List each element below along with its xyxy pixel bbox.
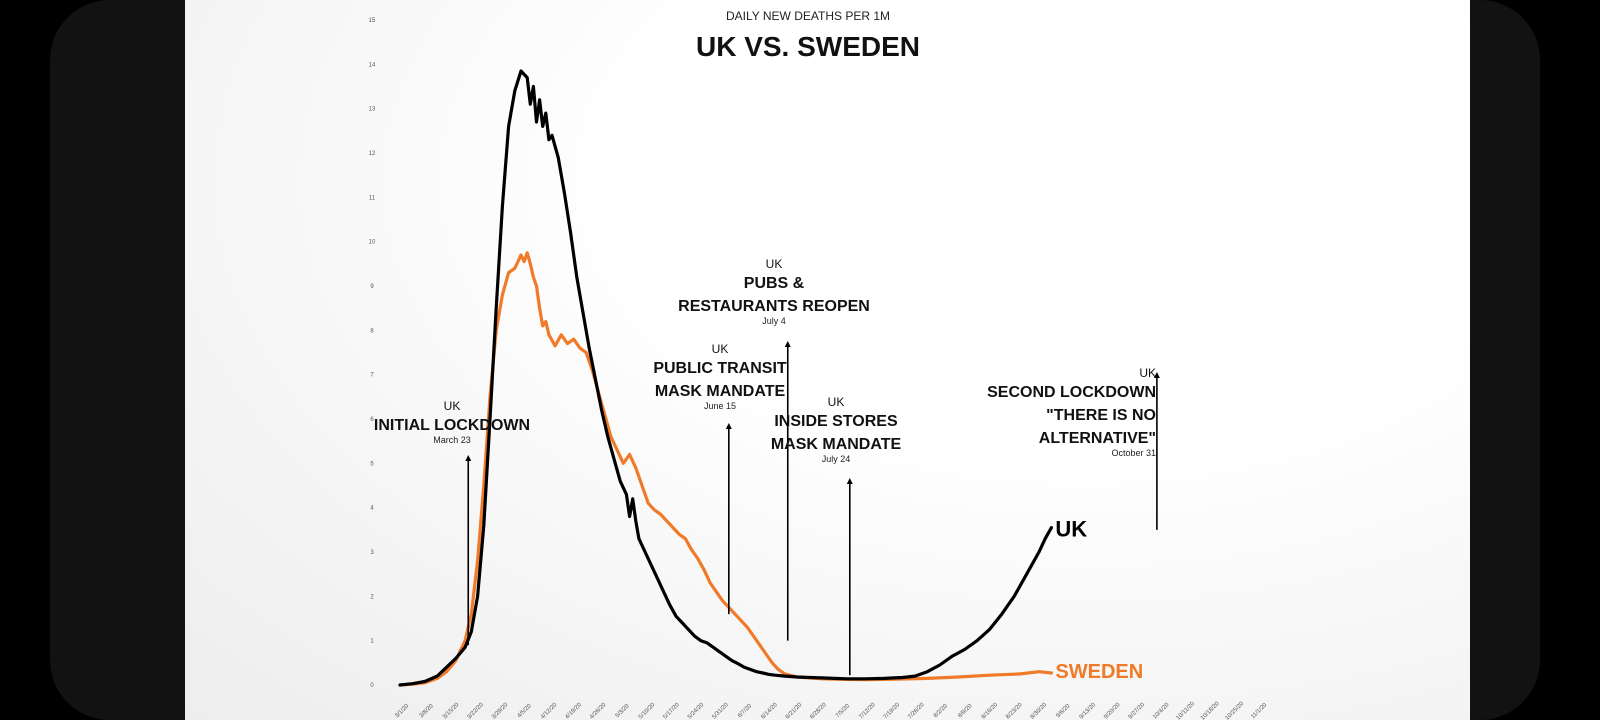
- y-tick-label: 0: [370, 683, 374, 689]
- annotation-arrowhead: [1153, 372, 1160, 378]
- x-tick-label: 11/1/20: [1250, 702, 1269, 720]
- x-tick-label: 7/26/20: [907, 702, 926, 720]
- annotation-date: July 4: [762, 316, 786, 326]
- annotation-date: July 24: [822, 454, 851, 464]
- y-tick-label: 15: [369, 18, 376, 24]
- x-tick-label: 7/19/20: [883, 702, 902, 720]
- x-tick-label: 6/14/20: [760, 702, 779, 720]
- y-tick-label: 3: [370, 550, 374, 556]
- screen-bezel-right: [1470, 0, 1600, 720]
- x-tick-label: 4/26/20: [589, 702, 608, 720]
- annotation-country: UK: [1139, 366, 1156, 380]
- x-tick-label: 9/6/20: [1055, 703, 1072, 720]
- screen-bezel-left: [0, 0, 185, 720]
- x-tick-label: 10/11/20: [1176, 701, 1197, 720]
- series-line-sweden: [398, 251, 1053, 687]
- x-tick-label: 9/27/20: [1128, 702, 1147, 720]
- x-tick-label: 8/16/20: [981, 702, 1000, 720]
- x-tick-label: 3/8/20: [419, 703, 436, 720]
- annotation-event-text: "THERE IS NO: [1046, 407, 1156, 424]
- series-lines: [398, 69, 1053, 687]
- y-tick-label: 14: [369, 62, 376, 68]
- x-tick-label: 7/12/20: [858, 702, 877, 720]
- annotation-arrowhead: [846, 478, 853, 484]
- annotation-country: UK: [444, 399, 461, 413]
- y-tick-label: 4: [370, 506, 374, 512]
- y-tick-label: 13: [369, 107, 376, 113]
- x-tick-label: 10/25/20: [1224, 700, 1245, 720]
- annotation-date: March 23: [433, 435, 471, 445]
- annotation-4: UK SECOND LOCKDOWN "THERE IS NO ALTERNATIVE…: [987, 366, 1160, 530]
- x-tick-label: 3/15/20: [442, 702, 461, 720]
- annotation-event-text: PUBS &: [744, 275, 805, 292]
- chart-subtitle: DAILY NEW DEATHS PER 1M: [726, 9, 890, 23]
- series-label-uk: UK: [1055, 517, 1087, 542]
- x-tick-label: 9/13/20: [1079, 702, 1098, 720]
- x-axis-ticks: 3/1/20 3/8/20 3/15/20 3/22/20 3/29/20 4/5/20 4…: [394, 700, 1269, 720]
- series-label-sweden: SWEDEN: [1055, 661, 1143, 683]
- x-tick-label: 6/28/20: [809, 702, 828, 720]
- x-tick-label: 5/10/20: [638, 702, 657, 720]
- y-tick-label: 12: [369, 151, 376, 157]
- annotation-country: UK: [828, 395, 845, 409]
- x-tick-label: 5/31/20: [711, 702, 730, 720]
- x-tick-label: 5/24/20: [687, 702, 706, 720]
- annotation-date: June 15: [704, 401, 736, 411]
- y-tick-label: 2: [370, 594, 374, 600]
- chart-title: UK VS. SWEDEN: [696, 31, 920, 62]
- x-tick-label: 6/21/20: [785, 702, 804, 720]
- x-tick-label: 4/19/20: [564, 702, 583, 720]
- bezel-right-inner: [1470, 0, 1540, 720]
- x-tick-label: 3/1/20: [394, 703, 411, 720]
- x-tick-label: 8/23/20: [1005, 702, 1024, 720]
- annotation-event-text: PUBLIC TRANSIT: [653, 360, 787, 377]
- x-tick-label: 8/30/20: [1030, 702, 1049, 720]
- series-line-uk: [398, 69, 1053, 687]
- annotation-event-text: INITIAL LOCKDOWN: [374, 417, 530, 434]
- x-tick-label: 5/3/20: [615, 703, 632, 720]
- annotation-country: UK: [712, 342, 729, 356]
- y-tick-label: 9: [370, 284, 374, 290]
- y-tick-label: 8: [370, 328, 374, 334]
- x-tick-label: 9/20/20: [1103, 702, 1122, 720]
- annotation-arrowhead: [465, 455, 472, 461]
- annotation-event-text: RESTAURANTS REOPEN: [678, 298, 870, 315]
- chart-slide: DAILY NEW DEATHS PER 1M UK VS. SWEDEN 0 1…: [185, 0, 1470, 720]
- annotation-event-text: INSIDE STORES: [774, 413, 898, 430]
- x-tick-label: 5/17/20: [662, 702, 681, 720]
- y-tick-label: 6: [370, 417, 374, 423]
- y-tick-label: 10: [369, 240, 376, 246]
- x-tick-label: 3/22/20: [467, 702, 486, 720]
- annotation-event-text: SECOND LOCKDOWN: [987, 384, 1156, 401]
- y-tick-label: 7: [370, 373, 374, 379]
- y-tick-label: 11: [369, 195, 376, 201]
- annotation-date: October 31: [1111, 448, 1156, 458]
- annotation-arrowhead: [725, 423, 732, 429]
- bezel-left-inner: [50, 0, 185, 720]
- x-tick-label: 4/5/20: [517, 703, 534, 720]
- annotation-event-text: ALTERNATIVE": [1039, 430, 1156, 447]
- y-tick-label: 5: [370, 461, 374, 467]
- x-tick-label: 10/18/20: [1200, 700, 1221, 720]
- annotation-event-text: MASK MANDATE: [771, 436, 902, 453]
- x-tick-label: 7/5/20: [835, 703, 852, 720]
- x-tick-label: 6/7/20: [737, 703, 754, 720]
- x-tick-label: 8/9/20: [957, 703, 974, 720]
- x-tick-label: 3/29/20: [491, 702, 510, 720]
- x-tick-label: 8/2/20: [933, 703, 950, 720]
- annotation-event-text: MASK MANDATE: [655, 383, 786, 400]
- annotation-arrowhead: [784, 341, 791, 347]
- y-tick-label: 1: [370, 639, 374, 645]
- line-chart: DAILY NEW DEATHS PER 1M UK VS. SWEDEN 0 1…: [369, 9, 1269, 720]
- x-tick-label: 4/12/20: [540, 702, 559, 720]
- x-tick-label: 10/4/20: [1152, 702, 1171, 720]
- series-labels: UK SWEDEN: [1055, 517, 1143, 683]
- annotation-country: UK: [766, 257, 783, 271]
